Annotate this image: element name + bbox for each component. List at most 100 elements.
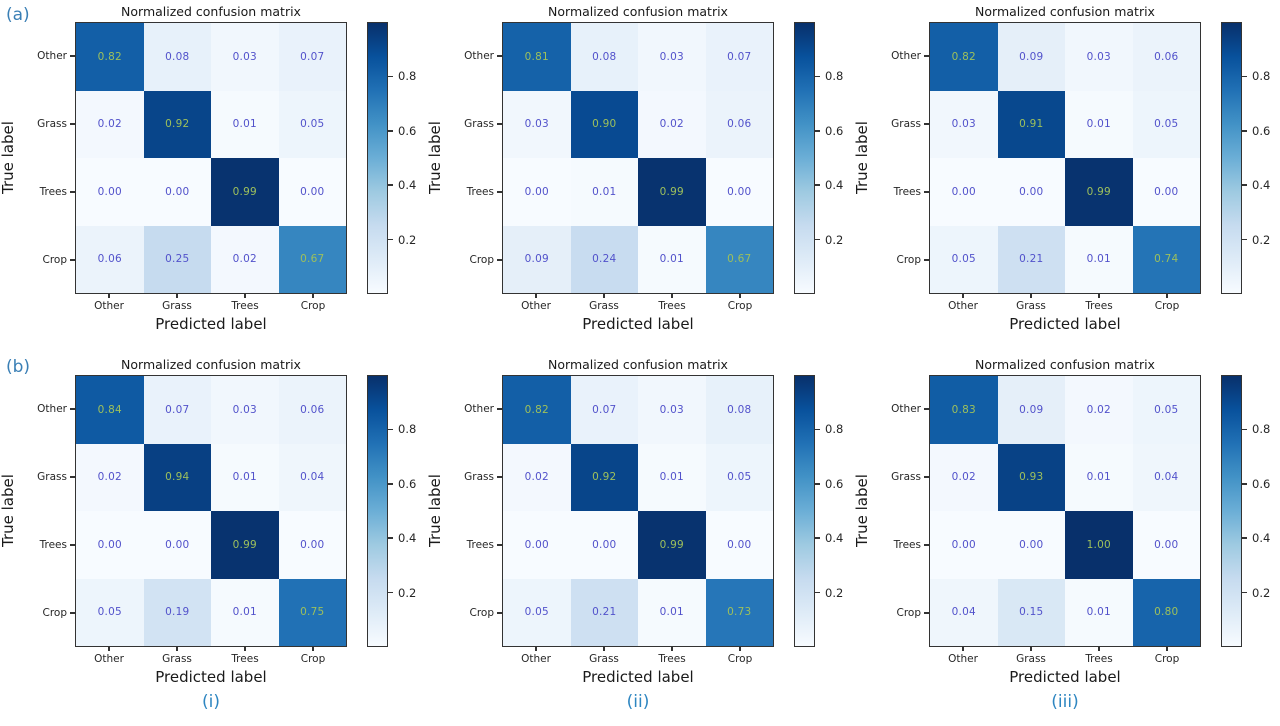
y-axis-label: True label (0, 474, 17, 548)
matrix-cell: 0.19 (143, 578, 211, 646)
matrix-cell: 0.00 (278, 511, 346, 579)
y-axis-label: True label (426, 474, 444, 548)
x-axis-label: Predicted label (1009, 668, 1121, 686)
x-tick-label: Grass (997, 294, 1065, 312)
matrix-cell: 0.03 (211, 376, 279, 444)
y-axis-label: True label (853, 474, 871, 548)
colorbar-tick-label: 0.2 (815, 586, 843, 600)
matrix-cell: 0.01 (1065, 225, 1133, 293)
x-tick-label: Crop (279, 647, 347, 665)
x-tick-label: Crop (706, 647, 774, 665)
colorbar (367, 22, 388, 294)
matrix-cell: 0.00 (997, 158, 1065, 226)
heatmap-matrix: 0.83 0.09 0.02 0.05 0.02 0.93 0.01 0.04 0.00 0.00… (929, 375, 1201, 647)
matrix-cell: 0.04 (1132, 443, 1200, 511)
colorbar-tick-label: 0.4 (1242, 531, 1270, 545)
row-label-b: (b) (6, 357, 31, 377)
colorbar-tick-label: 0.6 (1242, 124, 1270, 138)
matrix-cell: 0.75 (278, 578, 346, 646)
matrix-cell: 0.05 (503, 578, 571, 646)
y-tick-label: Trees (40, 511, 75, 579)
heatmap-matrix: 0.82 0.08 0.03 0.07 0.02 0.92 0.01 0.05 0.00 0.00… (75, 22, 347, 294)
matrix-cell: 0.82 (503, 376, 571, 444)
matrix-cell: 0.02 (638, 90, 706, 158)
matrix-cell: 0.00 (503, 511, 571, 579)
x-tick-label: Grass (570, 647, 638, 665)
y-tick-label: Trees (894, 158, 929, 226)
matrix-cell: 0.07 (705, 23, 773, 91)
matrix-cell: 0.99 (638, 158, 706, 226)
y-tick-label: Trees (894, 511, 929, 579)
matrix-cell: 0.91 (997, 90, 1065, 158)
matrix-cell: 0.08 (570, 23, 638, 91)
y-tick-label: Grass (891, 443, 929, 511)
matrix-cell: 0.03 (1065, 23, 1133, 91)
x-tick-label: Other (929, 647, 997, 665)
matrix-cell: 0.01 (211, 90, 279, 158)
heatmap-matrix: 0.82 0.07 0.03 0.08 0.02 0.92 0.01 0.05 0.00 0.00… (502, 375, 774, 647)
matrix-cell: 0.01 (211, 443, 279, 511)
matrix-cell: 0.01 (570, 158, 638, 226)
y-tick-label: Crop (42, 579, 75, 647)
panel-title: Normalized confusion matrix (121, 357, 301, 372)
matrix-cell: 0.00 (143, 158, 211, 226)
colorbar-tick-label: 0.4 (815, 178, 843, 192)
matrix-cell: 0.82 (930, 23, 998, 91)
matrix-cell: 0.01 (638, 443, 706, 511)
matrix-cell: 0.00 (76, 158, 144, 226)
colorbar-tick-label: 0.6 (815, 124, 843, 138)
x-tick-label: Crop (279, 294, 347, 312)
y-tick-label: Other (891, 375, 929, 443)
x-tick-labels: Other Grass Trees Crop (929, 294, 1201, 314)
y-tick-label: Other (464, 22, 502, 90)
matrix-cell: 0.03 (638, 23, 706, 91)
matrix-cell: 0.05 (705, 443, 773, 511)
x-tick-label: Other (502, 647, 570, 665)
y-axis-label: True label (853, 121, 871, 195)
matrix-cell: 0.02 (1065, 376, 1133, 444)
y-tick-label: Other (37, 375, 75, 443)
y-tick-label: Grass (464, 443, 502, 511)
colorbar-tick-label: 0.6 (388, 477, 416, 491)
panel-title: Normalized confusion matrix (975, 4, 1155, 19)
heatmap-matrix: 0.84 0.07 0.03 0.06 0.02 0.94 0.01 0.04 0.00 0.00… (75, 375, 347, 647)
matrix-cell: 0.99 (1065, 158, 1133, 226)
x-tick-labels: Other Grass Trees Crop (75, 294, 347, 314)
x-tick-label: Crop (706, 294, 774, 312)
panel-a-i: Normalized confusion matrix True label O… (0, 0, 427, 353)
matrix-cell: 0.08 (705, 376, 773, 444)
matrix-cell: 0.24 (570, 225, 638, 293)
matrix-cell: 0.02 (76, 443, 144, 511)
colorbar-tick-label: 0.2 (815, 233, 843, 247)
row-label-a: (a) (6, 5, 30, 25)
matrix-cell: 0.00 (76, 511, 144, 579)
colorbar-tick-label: 0.6 (815, 477, 843, 491)
y-tick-label: Grass (464, 90, 502, 158)
matrix-cell: 0.09 (503, 225, 571, 293)
matrix-cell: 0.15 (997, 578, 1065, 646)
matrix-cell: 0.06 (705, 90, 773, 158)
y-tick-label: Trees (467, 158, 502, 226)
y-tick-label: Grass (37, 443, 75, 511)
matrix-cell: 0.06 (1132, 23, 1200, 91)
colorbar (367, 375, 388, 647)
panel-title: Normalized confusion matrix (548, 357, 728, 372)
matrix-cell: 0.25 (143, 225, 211, 293)
colorbar-tick-label: 0.2 (388, 586, 416, 600)
colorbar (1221, 375, 1242, 647)
panel-a-ii: Normalized confusion matrix True label O… (426, 0, 854, 353)
matrix-cell: 0.09 (997, 376, 1065, 444)
x-axis-label: Predicted label (155, 668, 267, 686)
y-tick-label: Trees (467, 511, 502, 579)
panel-title: Normalized confusion matrix (548, 4, 728, 19)
matrix-cell: 0.94 (143, 443, 211, 511)
x-tick-label: Crop (1133, 294, 1201, 312)
matrix-cell: 0.01 (1065, 90, 1133, 158)
colorbar-tick-label: 0.6 (1242, 477, 1270, 491)
colorbar-tick-label: 0.8 (1242, 422, 1270, 436)
y-tick-label: Crop (469, 579, 502, 647)
x-tick-labels: Other Grass Trees Crop (502, 647, 774, 667)
x-tick-label: Trees (1065, 294, 1133, 312)
x-tick-label: Other (75, 294, 143, 312)
matrix-cell: 0.02 (503, 443, 571, 511)
